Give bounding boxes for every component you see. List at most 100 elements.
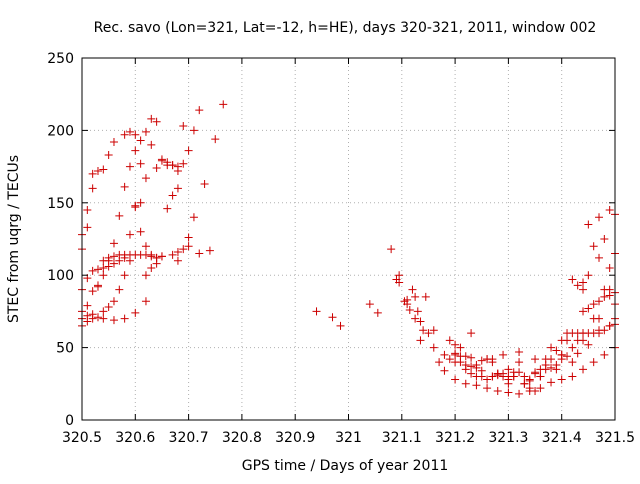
data-point [109,137,118,146]
data-point [88,287,97,296]
data-point [483,384,492,393]
data-point [408,285,417,294]
data-point [104,253,113,262]
data-point [411,314,420,323]
data-point [93,281,102,290]
data-point [120,271,129,280]
data-point [387,245,396,254]
data-point [131,130,140,139]
data-point [219,100,228,109]
data-point [445,355,454,364]
data-point [467,362,476,371]
data-point [589,314,598,323]
data-point [488,358,497,367]
x-tick-label: 321.3 [488,430,528,446]
data-point [336,321,345,330]
data-point [600,235,609,243]
data-point [483,355,492,364]
data-point [419,326,428,335]
data-point [83,301,92,310]
data-point [120,314,129,323]
data-point [141,174,150,183]
data-point [115,285,124,294]
data-point [515,389,524,398]
data-point [141,242,150,251]
data-point [531,355,540,364]
data-point [440,366,449,375]
data-point [451,358,460,367]
chart-title: Rec. savo (Lon=321, Lat=-12, h=HE), days… [94,20,597,36]
data-point [536,372,545,381]
data-point [504,365,513,374]
data-point [531,368,540,377]
data-point [99,314,108,323]
data-point [104,262,113,271]
data-point [456,352,465,361]
data-point [493,369,502,378]
x-tick-label: 320.6 [115,430,155,446]
data-point [600,292,609,301]
data-point [499,372,508,381]
data-point [547,378,556,387]
data-point [589,358,598,367]
data-point [416,336,425,345]
data-point [141,271,150,280]
data-point [88,169,97,178]
data-point [211,135,220,144]
data-point [600,350,609,359]
data-point [568,358,577,367]
data-point [104,151,113,160]
data-point [141,127,150,136]
data-point [136,198,145,207]
data-point [477,366,486,375]
data-point [552,365,561,374]
data-point [515,368,524,377]
x-axis-label: GPS time / Days of year 2011 [242,458,449,474]
data-point [411,292,420,301]
data-point [125,127,134,136]
data-point [605,206,614,215]
data-point [435,358,444,367]
data-point [88,266,97,275]
data-point [493,387,502,396]
data-point [579,365,588,374]
data-point [99,271,108,280]
data-point [525,387,534,396]
data-point [552,346,561,355]
data-point [173,166,182,175]
data-point [395,271,404,280]
data-point [83,311,92,320]
data-point [195,249,204,258]
data-point [584,329,593,338]
data-point [589,300,598,309]
data-point [483,375,492,384]
data-point [429,326,438,335]
data-point [136,227,145,236]
data-point [520,379,529,388]
data-point [179,122,188,131]
data-point [83,223,92,232]
data-point [131,201,140,210]
data-point [93,166,102,175]
data-point [605,263,614,272]
data-point [115,256,124,265]
data-point [467,369,476,378]
data-point [189,126,198,135]
x-tick-label: 321.5 [595,430,635,446]
y-tick-label: 150 [47,196,74,212]
data-point [568,275,577,284]
data-point [312,307,321,316]
data-point [405,305,414,314]
x-tick-label: 321.2 [435,430,475,446]
data-point [152,117,161,126]
data-point [141,297,150,306]
data-point [125,230,134,239]
data-point [168,161,177,170]
data-point [595,213,604,222]
data-point [125,162,134,171]
data-point [163,204,172,213]
data-point [499,350,508,359]
data-point [605,285,614,294]
data-point [563,352,572,361]
